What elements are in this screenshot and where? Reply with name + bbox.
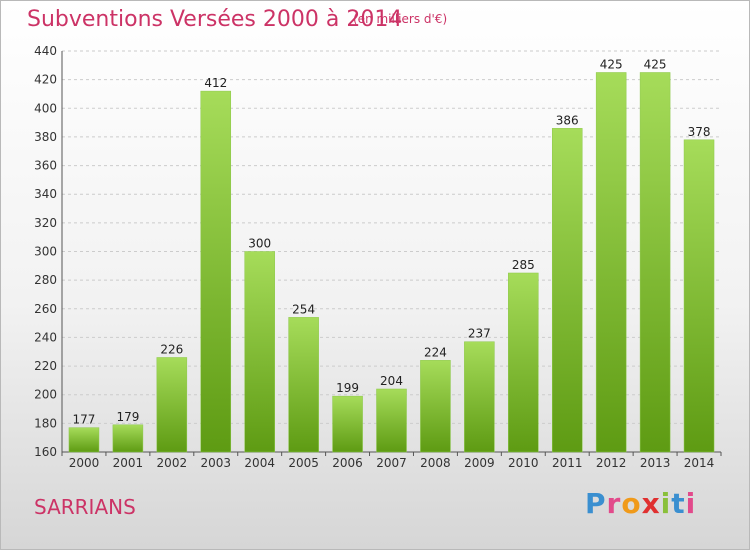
bar-2003 [200, 90, 232, 453]
x-tick-label-2002: 2002 [157, 456, 188, 470]
y-tick-label: 160 [34, 445, 57, 459]
y-tick-label: 220 [34, 359, 57, 373]
x-tick-label-2004: 2004 [244, 456, 275, 470]
y-tick-label: 340 [34, 187, 57, 201]
y-tick-label: 440 [34, 44, 57, 58]
x-tick-label-2012: 2012 [596, 456, 627, 470]
logo-letter: r [606, 487, 622, 520]
x-tick-label-2014: 2014 [684, 456, 715, 470]
x-tick-label-2005: 2005 [288, 456, 319, 470]
y-tick-label: 200 [34, 388, 57, 402]
bar-2009 [464, 341, 495, 453]
value-label-2005: 254 [292, 302, 315, 316]
y-tick-label: 400 [34, 101, 57, 115]
x-tick-label-2001: 2001 [113, 456, 144, 470]
labels: 177 179 226 412 300 254 199 204 224 237 285 386 425 4… [73, 57, 711, 426]
logo-letter: i [660, 487, 672, 520]
value-label-2003: 412 [204, 76, 227, 90]
x-tick-label-2003: 2003 [200, 456, 231, 470]
value-label-2002: 226 [160, 342, 183, 356]
y-tick-label: 300 [34, 245, 57, 259]
logo-letter: i [685, 487, 697, 520]
value-label-2014: 378 [688, 125, 711, 139]
x-tick-label-2000: 2000 [69, 456, 100, 470]
bar-2006 [332, 395, 363, 453]
y-tick-label: 360 [34, 159, 57, 173]
y-tick-label: 240 [34, 330, 57, 344]
logo-letter: x [641, 487, 661, 520]
bar-2014 [683, 139, 715, 453]
bar-2002 [156, 357, 188, 453]
logo-letter: P [585, 487, 607, 520]
commune-name: SARRIANS [34, 495, 136, 519]
bar-2008 [420, 360, 451, 453]
value-label-2006: 199 [336, 381, 359, 395]
bar-2007 [376, 388, 407, 453]
value-label-2000: 177 [73, 413, 96, 427]
y-tick-label: 380 [34, 130, 57, 144]
bar-2011 [551, 128, 583, 453]
proxiti-logo: Proxiti [585, 487, 696, 520]
value-label-2010: 285 [512, 258, 535, 272]
value-label-2007: 204 [380, 374, 403, 388]
bar-2001 [112, 424, 144, 453]
x-tick-label-2013: 2013 [640, 456, 671, 470]
bar-2010 [508, 272, 539, 453]
x-tick-label-2007: 2007 [376, 456, 407, 470]
chart-subtitle: (en milliers d'€) [353, 12, 448, 26]
value-label-2011: 386 [556, 113, 579, 127]
bar-2005 [288, 317, 319, 453]
bar-2013 [639, 72, 671, 453]
y-tick-label: 260 [34, 302, 57, 316]
value-label-2001: 179 [116, 410, 139, 424]
logo-letter: t [671, 487, 686, 520]
value-label-2004: 300 [248, 237, 271, 251]
x-tick-label-2006: 2006 [332, 456, 363, 470]
axes: 160 180 200 220 240 260 280 300 320 340 360 380 400 4… [34, 44, 722, 470]
bar-2004 [244, 251, 275, 453]
x-tick-label-2008: 2008 [420, 456, 451, 470]
y-tick-label: 280 [34, 273, 57, 287]
x-tick-label-2011: 2011 [552, 456, 583, 470]
bar-2012 [595, 72, 627, 453]
bars [68, 72, 715, 453]
y-tick-label: 180 [34, 416, 57, 430]
value-label-2008: 224 [424, 345, 447, 359]
value-label-2012: 425 [600, 57, 623, 71]
value-label-2013: 425 [644, 57, 667, 71]
chart-title: Subventions Versées 2000 à 2014 [27, 7, 403, 32]
y-tick-label: 420 [34, 73, 57, 87]
logo-letter: o [621, 487, 642, 520]
x-tick-label-2009: 2009 [464, 456, 495, 470]
y-tick-label: 320 [34, 216, 57, 230]
value-label-2009: 237 [468, 327, 491, 341]
x-tick-label-2010: 2010 [508, 456, 539, 470]
bar-2000 [68, 427, 100, 453]
